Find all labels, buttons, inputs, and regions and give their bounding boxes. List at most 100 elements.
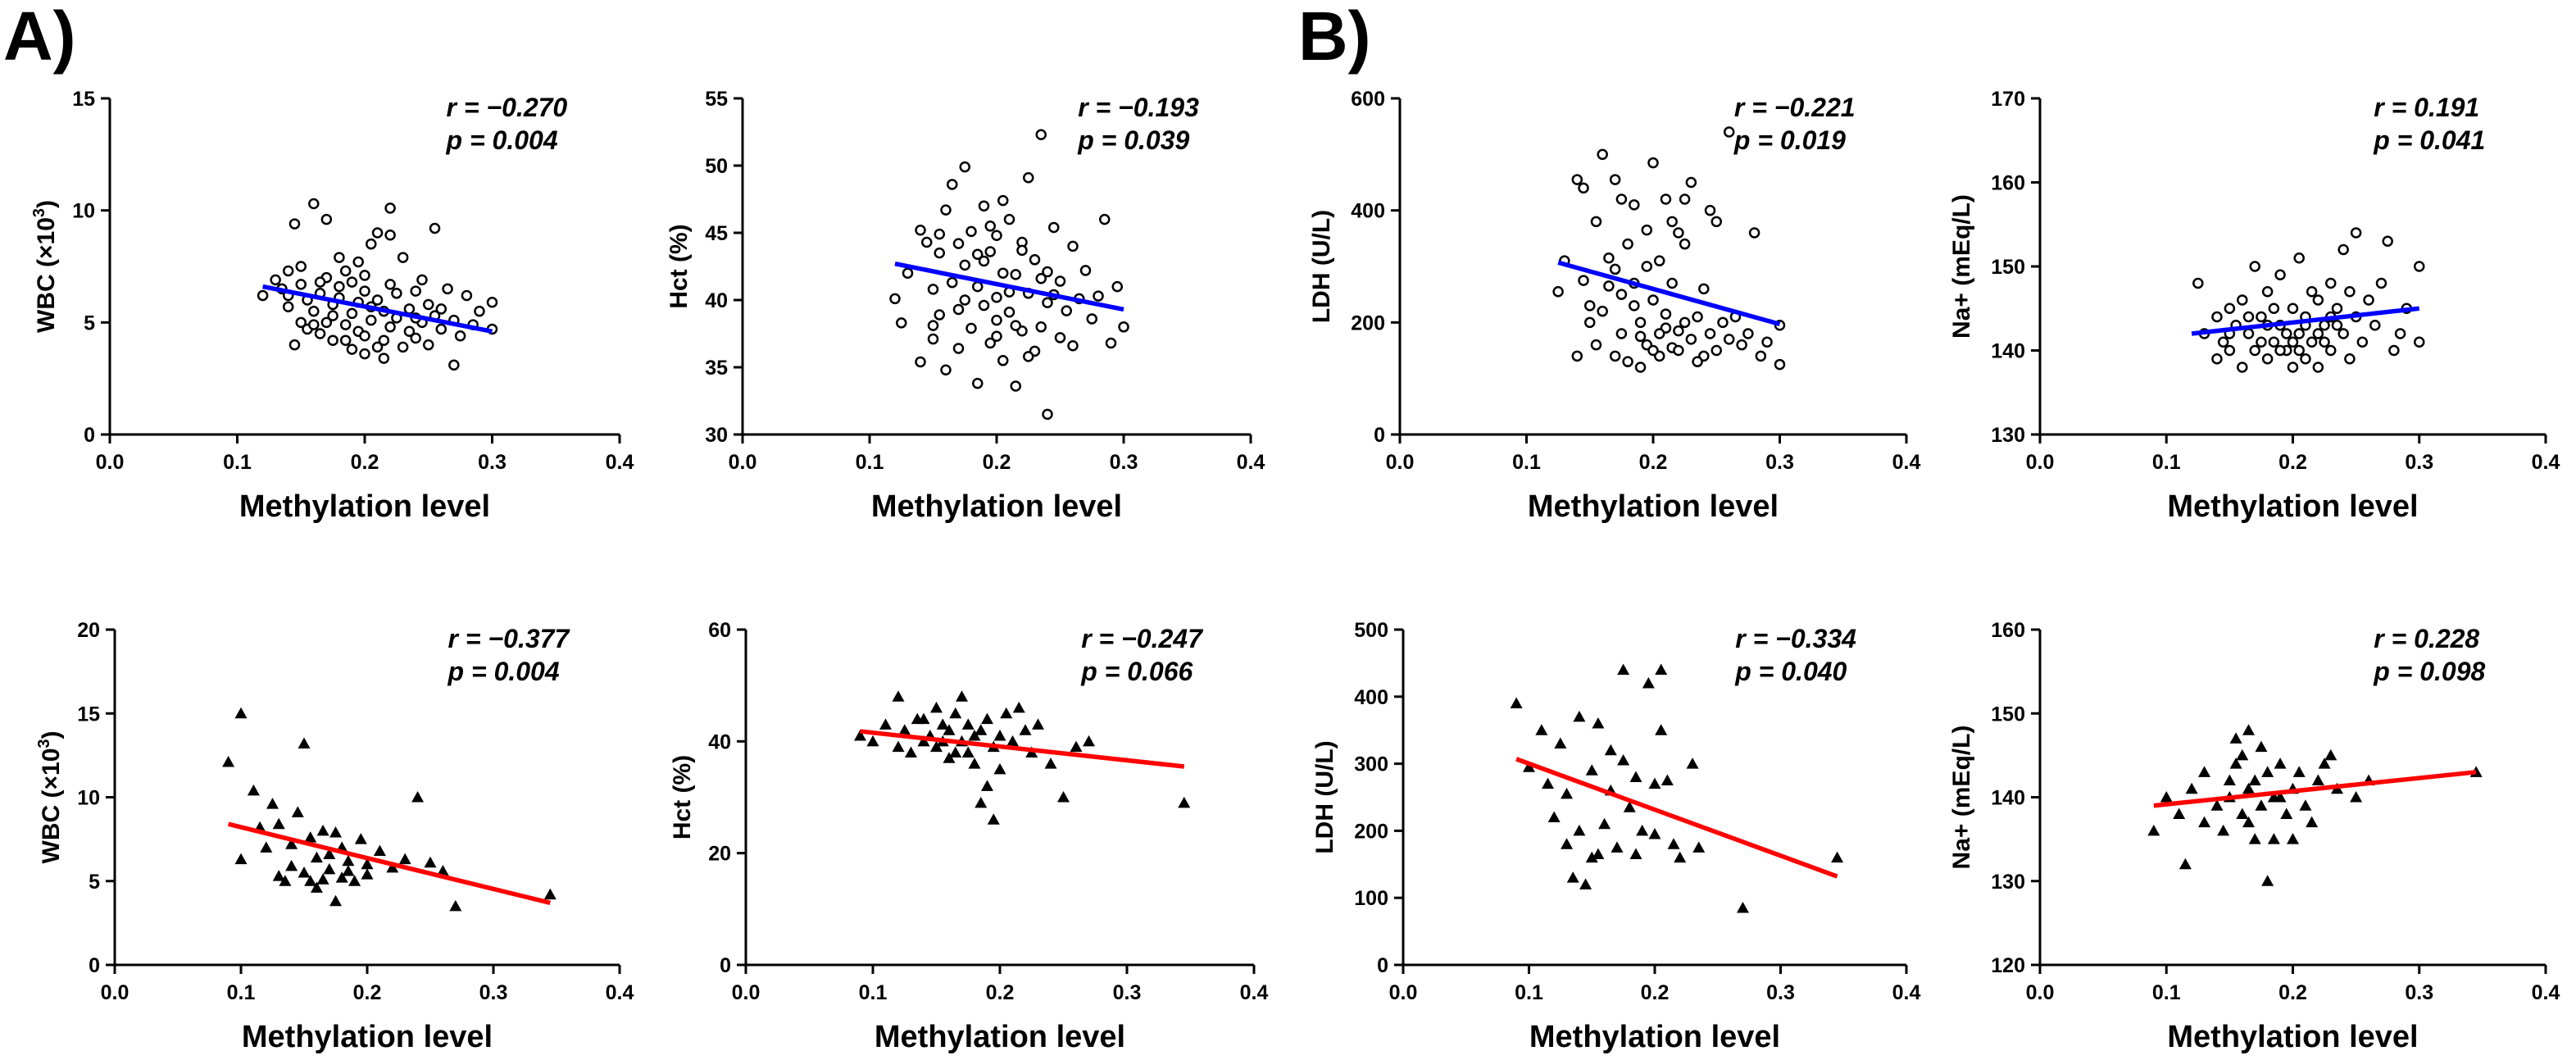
data-point: [403, 303, 416, 315]
p-value-label: p = 0.004: [446, 125, 558, 155]
data-point: [1010, 269, 1021, 280]
data-point: [1571, 350, 1583, 362]
data-point: [1099, 213, 1111, 225]
data-point: [917, 712, 930, 725]
data-point: [2311, 774, 2324, 786]
data-point: [1755, 350, 1767, 362]
data-point: [2324, 748, 2337, 761]
y-tick-label: 30: [705, 424, 728, 447]
data-point: [984, 337, 996, 349]
data-point: [2198, 816, 2211, 828]
data-point: [2249, 261, 2260, 272]
data-point: [2261, 766, 2274, 777]
x-tick-label: 0.0: [1386, 451, 1415, 474]
data-point: [2350, 791, 2363, 803]
x-tick-label: 0.3: [478, 451, 507, 474]
data-point: [1647, 344, 1659, 357]
x-tick-label: 0.2: [983, 451, 1011, 474]
y-axis-label-main: Hct (%): [666, 224, 693, 308]
data-point: [1573, 824, 1586, 836]
data-point: [1653, 328, 1665, 339]
data-point: [2274, 269, 2286, 280]
y-axis-label: Hct (%): [669, 755, 696, 839]
y-axis-label-main: LDH (U/L): [1308, 210, 1335, 323]
data-point: [1736, 901, 1749, 913]
data-point: [975, 796, 988, 808]
data-point: [295, 316, 307, 329]
data-point: [952, 238, 965, 249]
data-point: [1673, 325, 1684, 337]
data-point: [1566, 871, 1579, 883]
data-point: [981, 712, 993, 725]
data-point: [342, 864, 355, 876]
data-point: [936, 718, 949, 730]
data-point: [2293, 252, 2305, 264]
data-point: [1016, 244, 1028, 257]
regression-line: [1515, 757, 1838, 879]
data-point: [2261, 875, 2274, 886]
y-tick-label: 20: [77, 619, 100, 642]
data-point: [1622, 238, 1633, 250]
x-tick-label: 0.4: [1892, 981, 1921, 1004]
x-tick-label: 0.1: [856, 451, 884, 474]
data-point: [1704, 328, 1716, 339]
p-value-label: p = 0.098: [2373, 657, 2485, 686]
chart-b-ldh: 0.0 0.1 0.2 0.3 0.4 0 100 200 300 400 500 Methylati…: [1311, 619, 1920, 1054]
data-point: [991, 230, 1002, 242]
data-point: [486, 296, 498, 308]
data-point: [222, 756, 235, 767]
y-tick-label: 15: [72, 88, 95, 111]
y-axis-label: LDH (U/L): [1308, 210, 1335, 323]
x-tick-label: 0.4: [2532, 981, 2560, 1004]
data-point: [2312, 294, 2324, 306]
x-tick-label: 0.2: [353, 981, 382, 1004]
y-axis-label-tail: ): [33, 200, 60, 208]
data-point: [1615, 193, 1628, 205]
data-point: [371, 294, 384, 306]
data-point: [2255, 799, 2268, 811]
data-point: [2344, 353, 2356, 365]
data-point: [334, 252, 345, 263]
data-point: [366, 238, 377, 250]
y-tick-label: 200: [1354, 820, 1388, 843]
data-point: [282, 265, 294, 277]
x-tick-label: 0.1: [1515, 981, 1543, 1004]
data-point: [298, 737, 311, 749]
data-point: [1692, 311, 1703, 323]
y-axis-label-main: LDH (U/L): [1311, 740, 1338, 853]
data-point: [272, 817, 285, 830]
data-point: [968, 730, 981, 741]
x-tick-label: 0.2: [2278, 451, 2307, 474]
x-tick-label: 0.0: [2026, 981, 2055, 1004]
data-point: [1617, 663, 1630, 676]
data-point: [972, 248, 984, 260]
p-value-label: p = 0.039: [1077, 125, 1189, 155]
y-tick-label: 600: [1351, 88, 1385, 111]
data-point: [2299, 799, 2312, 811]
y-tick-label: 170: [1991, 88, 2025, 111]
data-point: [2217, 824, 2230, 836]
data-point: [1736, 339, 1747, 351]
data-point: [435, 303, 448, 315]
data-point: [927, 284, 939, 295]
data-point: [1067, 340, 1079, 352]
data-point: [1667, 838, 1680, 849]
r-value-label: r = 0.191: [2374, 93, 2479, 122]
data-point: [304, 831, 317, 843]
x-tick-label: 0.3: [1766, 981, 1795, 1004]
data-point: [1629, 199, 1640, 211]
data-point: [1674, 851, 1687, 863]
data-point: [2224, 344, 2236, 357]
data-point: [359, 348, 370, 360]
data-point: [1597, 148, 1608, 161]
r-value-label: r = −0.270: [447, 93, 568, 122]
x-tick-label: 0.3: [1113, 981, 1142, 1004]
data-point: [1178, 796, 1191, 808]
data-point: [1035, 129, 1047, 141]
data-point: [543, 888, 557, 900]
data-point: [1578, 275, 1589, 286]
x-axis-label: Methylation level: [239, 489, 490, 524]
data-point: [411, 791, 425, 803]
data-point: [854, 730, 866, 741]
